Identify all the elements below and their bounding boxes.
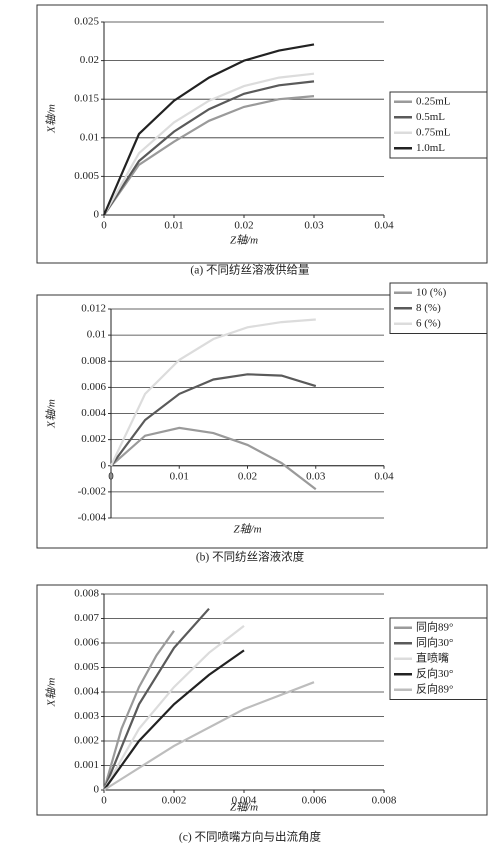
y-axis-label: X轴/m — [45, 678, 58, 708]
y-tick-label: 0.01 — [87, 329, 106, 341]
caption: (b) 不同纺丝溶液浓度 — [196, 550, 305, 564]
y-tick-label: 0.004 — [74, 686, 99, 698]
y-tick-label: 0.003 — [74, 710, 99, 722]
series-line — [102, 630, 175, 791]
x-axis-label: Z轴/m — [233, 523, 261, 536]
x-axis-label: Z轴/m — [230, 234, 258, 247]
x-tick-label: 0.02 — [234, 220, 253, 232]
x-tick-label: 0 — [101, 795, 107, 807]
legend-label: 直喷嘴 — [416, 650, 449, 664]
series-line — [103, 80, 315, 216]
y-tick-label: 0.012 — [81, 303, 106, 315]
y-tick-label: 0.007 — [74, 612, 99, 624]
legend-label: 反向30° — [416, 666, 453, 680]
y-tick-label: -0.002 — [78, 485, 106, 497]
series-line — [103, 72, 315, 216]
y-tick-label: 0 — [101, 459, 107, 471]
y-tick-label: 0.008 — [81, 355, 106, 367]
y-tick-label: 0.004 — [81, 407, 106, 419]
legend-label: 6 (%) — [416, 317, 441, 329]
legend-label: 10 (%) — [416, 286, 447, 298]
y-tick-label: 0.02 — [80, 54, 99, 66]
legend-label: 反向89° — [416, 681, 453, 695]
series-line — [103, 681, 315, 791]
y-tick-label: 0.025 — [74, 16, 99, 28]
y-tick-label: 0.01 — [80, 131, 99, 143]
x-tick-label: 0.03 — [304, 220, 324, 232]
legend-label: 1.0mL — [416, 142, 445, 154]
x-tick-label: 0.006 — [302, 795, 327, 807]
y-tick-label: 0.002 — [81, 433, 106, 445]
x-tick-label: 0.04 — [374, 470, 394, 482]
y-tick-label: 0 — [94, 209, 100, 221]
series-line — [103, 625, 245, 791]
series-line — [110, 318, 316, 467]
y-axis-label: X轴/m — [45, 104, 58, 134]
y-tick-label: 0 — [94, 784, 100, 796]
x-tick-label: 0.04 — [374, 220, 394, 232]
x-tick-label: 0.002 — [162, 795, 187, 807]
y-axis-label: X轴/m — [45, 399, 58, 429]
y-tick-label: 0.001 — [74, 759, 99, 771]
series-line — [110, 426, 317, 491]
y-tick-label: 0.015 — [74, 93, 99, 105]
x-tick-label: 0.01 — [170, 470, 189, 482]
series-line — [103, 95, 315, 216]
x-tick-label: 0.01 — [164, 220, 183, 232]
x-axis-label: Z轴/m — [230, 801, 258, 814]
x-tick-label: 0.03 — [306, 470, 326, 482]
legend-label: 0.5mL — [416, 111, 445, 123]
series-line — [102, 607, 210, 791]
y-tick-label: 0.002 — [74, 735, 99, 747]
legend-label: 0.25mL — [416, 95, 451, 107]
legend-label: 8 (%) — [416, 302, 441, 314]
series-line — [102, 43, 315, 216]
x-tick-label: 0.008 — [372, 795, 397, 807]
series-line — [103, 649, 245, 791]
x-tick-label: 0 — [101, 220, 107, 232]
y-tick-label: -0.004 — [78, 512, 107, 524]
x-tick-label: 0.004 — [232, 795, 257, 807]
y-tick-label: 0.005 — [74, 661, 99, 673]
y-tick-label: 0.008 — [74, 588, 99, 600]
legend-label: 0.75mL — [416, 126, 451, 138]
y-tick-label: 0.005 — [74, 170, 99, 182]
legend-label: 同向89° — [416, 619, 453, 633]
caption: (a) 不同纺丝溶液供给量 — [190, 263, 309, 277]
legend-label: 同向30° — [416, 635, 453, 649]
plot-frame — [36, 294, 488, 549]
x-tick-label: 0.02 — [238, 470, 257, 482]
y-tick-label: 0.006 — [74, 637, 99, 649]
series-line — [110, 373, 317, 467]
caption: (c) 不同喷嘴方向与出流角度 — [179, 830, 322, 844]
y-tick-label: 0.006 — [81, 381, 106, 393]
